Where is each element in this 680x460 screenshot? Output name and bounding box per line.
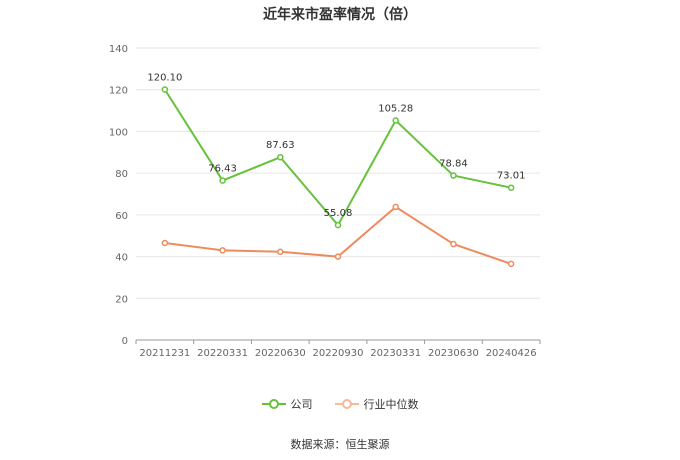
data-label-company: 76.43	[208, 164, 237, 175]
data-point-company	[277, 153, 284, 161]
data-label-company: 73.01	[497, 171, 526, 182]
legend-item-industry-median[interactable]: 行业中位数	[334, 396, 419, 412]
data-point-company	[219, 177, 226, 184]
y-tick-label: 20	[115, 294, 128, 305]
x-tick-label: 20220331	[197, 348, 248, 359]
x-tick-label: 20230630	[428, 348, 479, 359]
data-point-industry-median	[392, 203, 399, 211]
legend-label-company: 公司	[290, 398, 313, 411]
x-tick-label: 20211231	[139, 348, 190, 359]
y-tick-label: 140	[109, 44, 128, 55]
x-tick-label: 20230331	[370, 348, 421, 359]
legend-label-industry-median: 行业中位数	[363, 398, 419, 411]
data-point-company	[161, 86, 169, 93]
y-tick-label: 60	[115, 211, 128, 222]
legend: 公司 行业中位数	[0, 396, 680, 412]
data-point-industry-median	[161, 239, 169, 247]
data-point-industry-median	[277, 248, 284, 256]
data-point-company	[392, 117, 399, 124]
data-point-industry-median	[219, 247, 226, 254]
x-tick-label: 20220630	[255, 348, 306, 359]
data-point-industry-median	[334, 253, 342, 260]
data-point-company	[334, 221, 342, 229]
y-tick-label: 80	[115, 169, 128, 180]
series-line-company	[164, 88, 512, 227]
legend-marker-company	[261, 398, 286, 410]
data-point-industry-median	[450, 240, 457, 248]
data-label-company: 105.28	[378, 103, 413, 114]
y-tick-label: 0	[122, 336, 128, 347]
source-note: 数据来源：恒生聚源	[290, 438, 390, 451]
data-label-company: 87.63	[266, 140, 295, 151]
data-label-company: 78.84	[439, 159, 468, 170]
y-tick-label: 40	[115, 253, 128, 264]
data-label-company: 120.10	[147, 73, 182, 84]
y-tick-label: 120	[109, 86, 128, 97]
y-tick-label: 100	[109, 127, 128, 138]
legend-marker-industry-median	[334, 398, 359, 410]
data-point-industry-median	[507, 260, 515, 268]
x-tick-label: 20220930	[313, 348, 364, 359]
data-point-company	[507, 184, 515, 191]
data-point-company	[450, 172, 457, 179]
data-label-company: 55.08	[324, 208, 353, 219]
chart-title: 近年来市盈率情况（倍）	[263, 7, 417, 23]
x-tick-label: 20240426	[486, 348, 537, 359]
legend-item-company[interactable]: 公司	[261, 396, 313, 412]
